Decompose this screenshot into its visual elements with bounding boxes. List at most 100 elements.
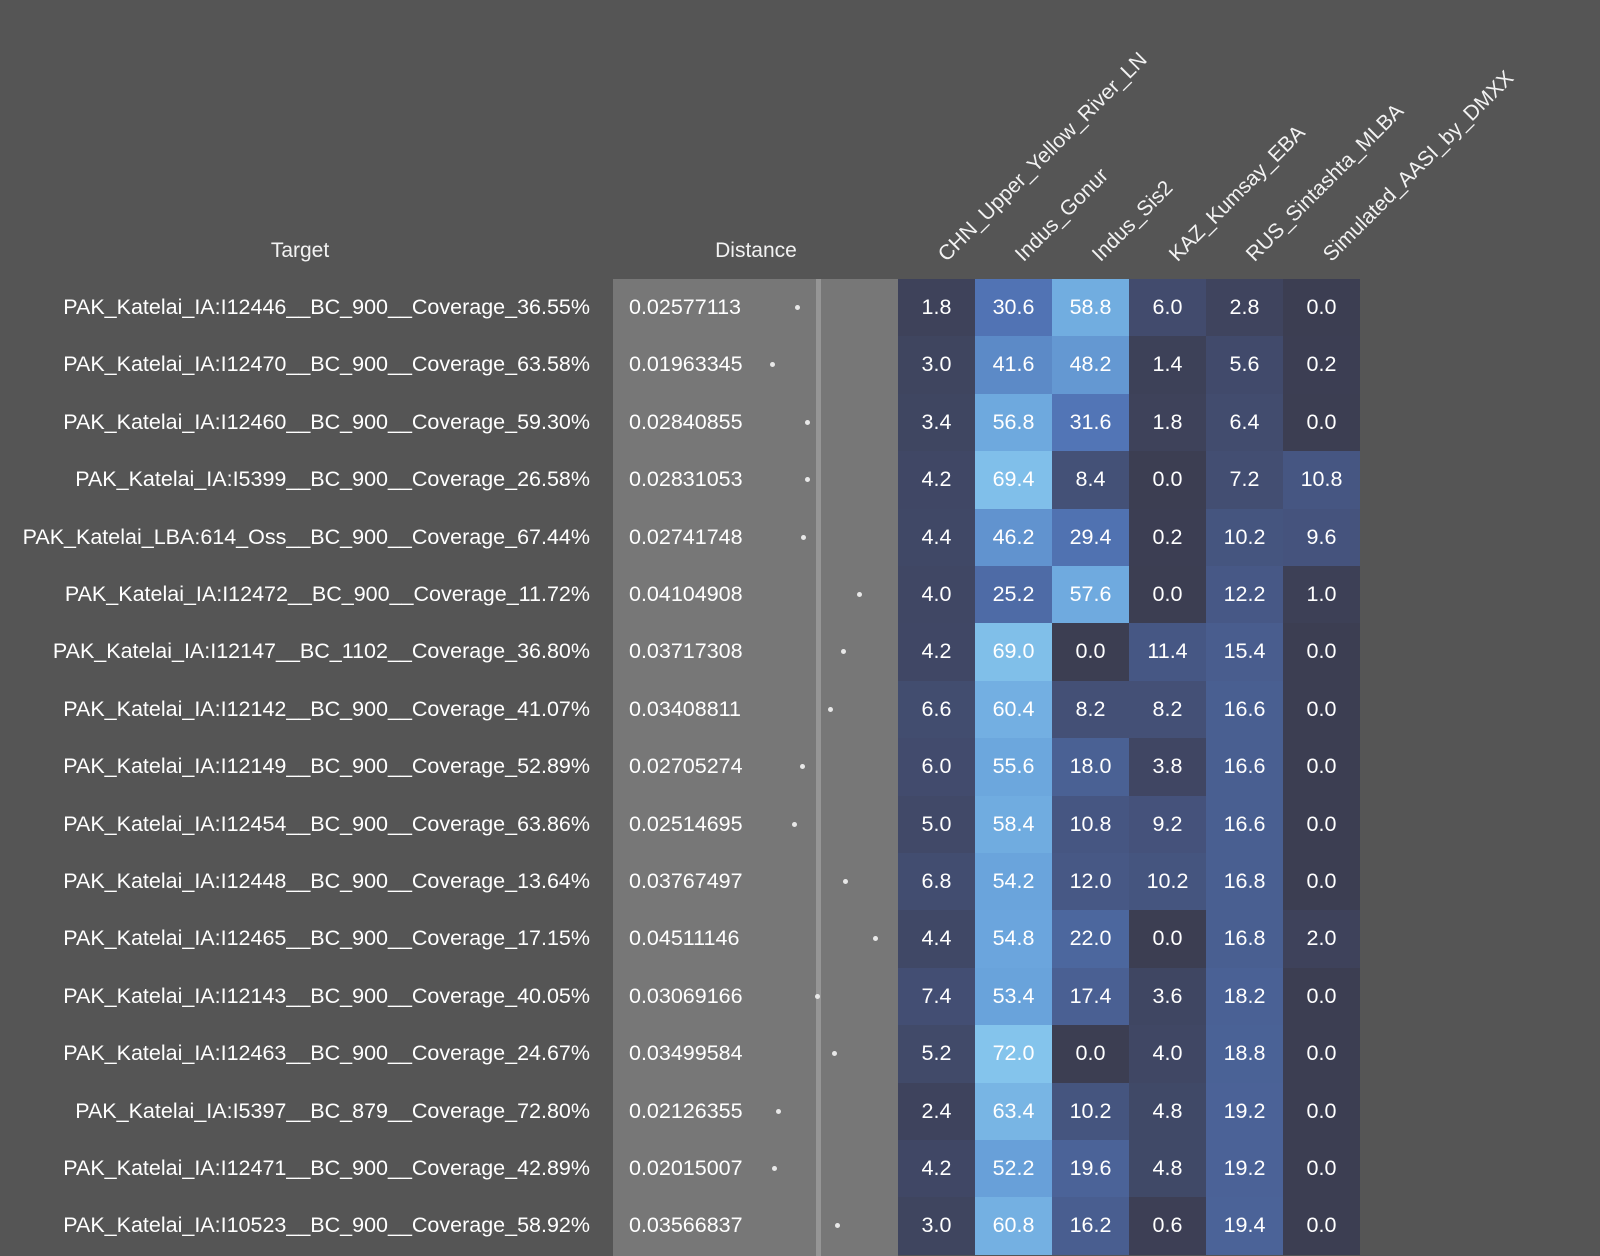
distance-dot <box>799 764 805 770</box>
heatmap-cell: 0.0 <box>1283 795 1360 853</box>
heatmap-cell: 3.6 <box>1129 967 1206 1026</box>
target-label: PAK_Katelai_IA:I12446__BC_900__Coverage_… <box>63 295 590 319</box>
heatmap-cell: 5.2 <box>898 1025 975 1083</box>
heatmap-cell: 0.0 <box>1052 623 1129 681</box>
distance-value: 0.02514695 <box>629 811 743 836</box>
heatmap-cell: 0.0 <box>1283 853 1360 911</box>
target-label: PAK_Katelai_IA:I12470__BC_900__Coverage_… <box>63 352 590 377</box>
heatmap-cell: 15.4 <box>1206 623 1283 681</box>
heatmap-cell: 58.4 <box>975 795 1052 853</box>
heatmap-cell: 4.8 <box>1129 1140 1206 1198</box>
heatmap-cell: 10.8 <box>1052 795 1129 853</box>
distance-dot <box>856 592 862 597</box>
source-column-header-label: KAZ_Kumsay_EBA <box>1164 120 1310 266</box>
target-label: PAK_Katelai_IA:I5399__BC_900__Coverage_2… <box>75 467 590 492</box>
heatmap-cell: 11.4 <box>1129 623 1206 681</box>
distance-dot <box>834 1223 840 1229</box>
heatmap-cell: 1.8 <box>1129 393 1206 452</box>
table-row: PAK_Katelai_IA:I12142__BC_900__Coverage_… <box>0 680 1600 739</box>
heatmap-cell: 56.8 <box>975 393 1052 452</box>
target-label: PAK_Katelai_IA:I12147__BC_1102__Coverage… <box>52 639 590 664</box>
heatmap-cell: 0.0 <box>1129 451 1206 509</box>
distance-value: 0.03767497 <box>629 869 743 893</box>
heatmap-cell: 4.2 <box>898 1140 975 1198</box>
heatmap-cell: 0.0 <box>1283 967 1360 1026</box>
heatmap-cell: 16.2 <box>1052 1197 1129 1255</box>
distance-dot <box>814 993 820 999</box>
heatmap-cell: 6.0 <box>898 738 975 796</box>
distance-dot <box>832 1051 838 1057</box>
heatmap-cell: 17.4 <box>1052 967 1129 1026</box>
table-row: PAK_Katelai_IA:I12149__BC_900__Coverage_… <box>0 738 1600 796</box>
table-row: PAK_Katelai_IA:I12446__BC_900__Coverage_… <box>0 279 1600 337</box>
heatmap-cell: 7.2 <box>1206 451 1283 509</box>
table-row: PAK_Katelai_IA:I12147__BC_1102__Coverage… <box>0 623 1600 681</box>
target-label: PAK_Katelai_IA:I10523__BC_900__Coverage_… <box>63 1213 590 1238</box>
heatmap-cell: 0.6 <box>1129 1197 1206 1255</box>
heatmap-cell: 0.0 <box>1283 623 1360 681</box>
heatmap-cell: 2.8 <box>1206 279 1283 337</box>
distance-dot <box>828 706 834 712</box>
heatmap-cell: 8.2 <box>1129 680 1206 739</box>
table-row: PAK_Katelai_IA:I12463__BC_900__Coverage_… <box>0 1025 1600 1083</box>
heatmap-cell: 1.4 <box>1129 336 1206 394</box>
heatmap-cell: 31.6 <box>1052 393 1129 452</box>
heatmap-cell: 6.8 <box>898 853 975 911</box>
heatmap-cell: 9.6 <box>1283 508 1360 566</box>
distance-value: 0.02831053 <box>629 467 743 492</box>
target-label: PAK_Katelai_IA:I12448__BC_900__Coverage_… <box>63 869 590 893</box>
table-row: PAK_Katelai_IA:I12460__BC_900__Coverage_… <box>0 393 1600 452</box>
table-row: PAK_Katelai_IA:I5399__BC_900__Coverage_2… <box>0 451 1600 509</box>
heatmap-cell: 19.6 <box>1052 1140 1129 1198</box>
heatmap-cell: 7.4 <box>898 967 975 1026</box>
heatmap-cell: 0.0 <box>1283 279 1360 337</box>
distance-dot <box>792 821 798 827</box>
heatmap-cell: 55.6 <box>975 738 1052 796</box>
distance-value: 0.02015007 <box>629 1156 743 1180</box>
heatmap-cell: 5.0 <box>898 795 975 853</box>
heatmap-cell: 2.0 <box>1283 910 1360 968</box>
target-label: PAK_Katelai_IA:I12472__BC_900__Coverage_… <box>64 582 590 606</box>
distance-dot <box>801 534 807 540</box>
heatmap-cell: 9.2 <box>1129 795 1206 853</box>
distance-value: 0.02126355 <box>629 1098 743 1123</box>
target-label: PAK_Katelai_IA:I12460__BC_900__Coverage_… <box>63 409 590 434</box>
distance-value: 0.04511146 <box>629 926 740 951</box>
heatmap-cell: 0.0 <box>1283 738 1360 796</box>
heatmap-cell: 19.2 <box>1206 1140 1283 1198</box>
heatmap-cell: 10.2 <box>1052 1082 1129 1140</box>
heatmap-cell: 18.2 <box>1206 967 1283 1026</box>
heatmap-cell: 48.2 <box>1052 336 1129 394</box>
target-label: PAK_Katelai_IA:I12454__BC_900__Coverage_… <box>63 811 590 836</box>
distance-dot <box>873 936 879 942</box>
heatmap-cell: 0.0 <box>1283 1140 1360 1198</box>
heatmap-cell: 16.6 <box>1206 795 1283 853</box>
heatmap-cell: 18.0 <box>1052 738 1129 796</box>
heatmap-cell: 16.6 <box>1206 680 1283 739</box>
distance-value: 0.02705274 <box>629 754 743 779</box>
heatmap-cell: 54.8 <box>975 910 1052 968</box>
heatmap-cell: 29.4 <box>1052 508 1129 566</box>
heatmap-cell: 46.2 <box>975 508 1052 566</box>
heatmap-cell: 0.0 <box>1283 1082 1360 1140</box>
target-label: PAK_Katelai_IA:I12471__BC_900__Coverage_… <box>63 1156 590 1180</box>
heatmap-cell: 4.0 <box>898 566 975 624</box>
table-row: PAK_Katelai_IA:I12143__BC_900__Coverage_… <box>0 967 1600 1026</box>
target-label: PAK_Katelai_IA:I12149__BC_900__Coverage_… <box>63 754 590 779</box>
distance-value: 0.04104908 <box>629 582 743 606</box>
heatmap-cell: 4.0 <box>1129 1025 1206 1083</box>
heatmap-cell: 4.4 <box>898 910 975 968</box>
heatmap-cell: 4.2 <box>898 451 975 509</box>
heatmap-cell: 3.0 <box>898 1197 975 1255</box>
distance-dot <box>769 362 775 368</box>
distance-value: 0.03717308 <box>629 639 743 664</box>
heatmap-cell: 25.2 <box>975 566 1052 624</box>
distance-dot <box>804 477 810 483</box>
distance-dot <box>841 649 847 655</box>
heatmap-cell: 41.6 <box>975 336 1052 394</box>
distance-dot <box>794 305 800 310</box>
distance-reference-line <box>816 279 821 1256</box>
distance-bar-panel <box>613 279 898 1256</box>
distance-value: 0.03069166 <box>629 983 743 1008</box>
heatmap-cell: 0.0 <box>1052 1025 1129 1083</box>
